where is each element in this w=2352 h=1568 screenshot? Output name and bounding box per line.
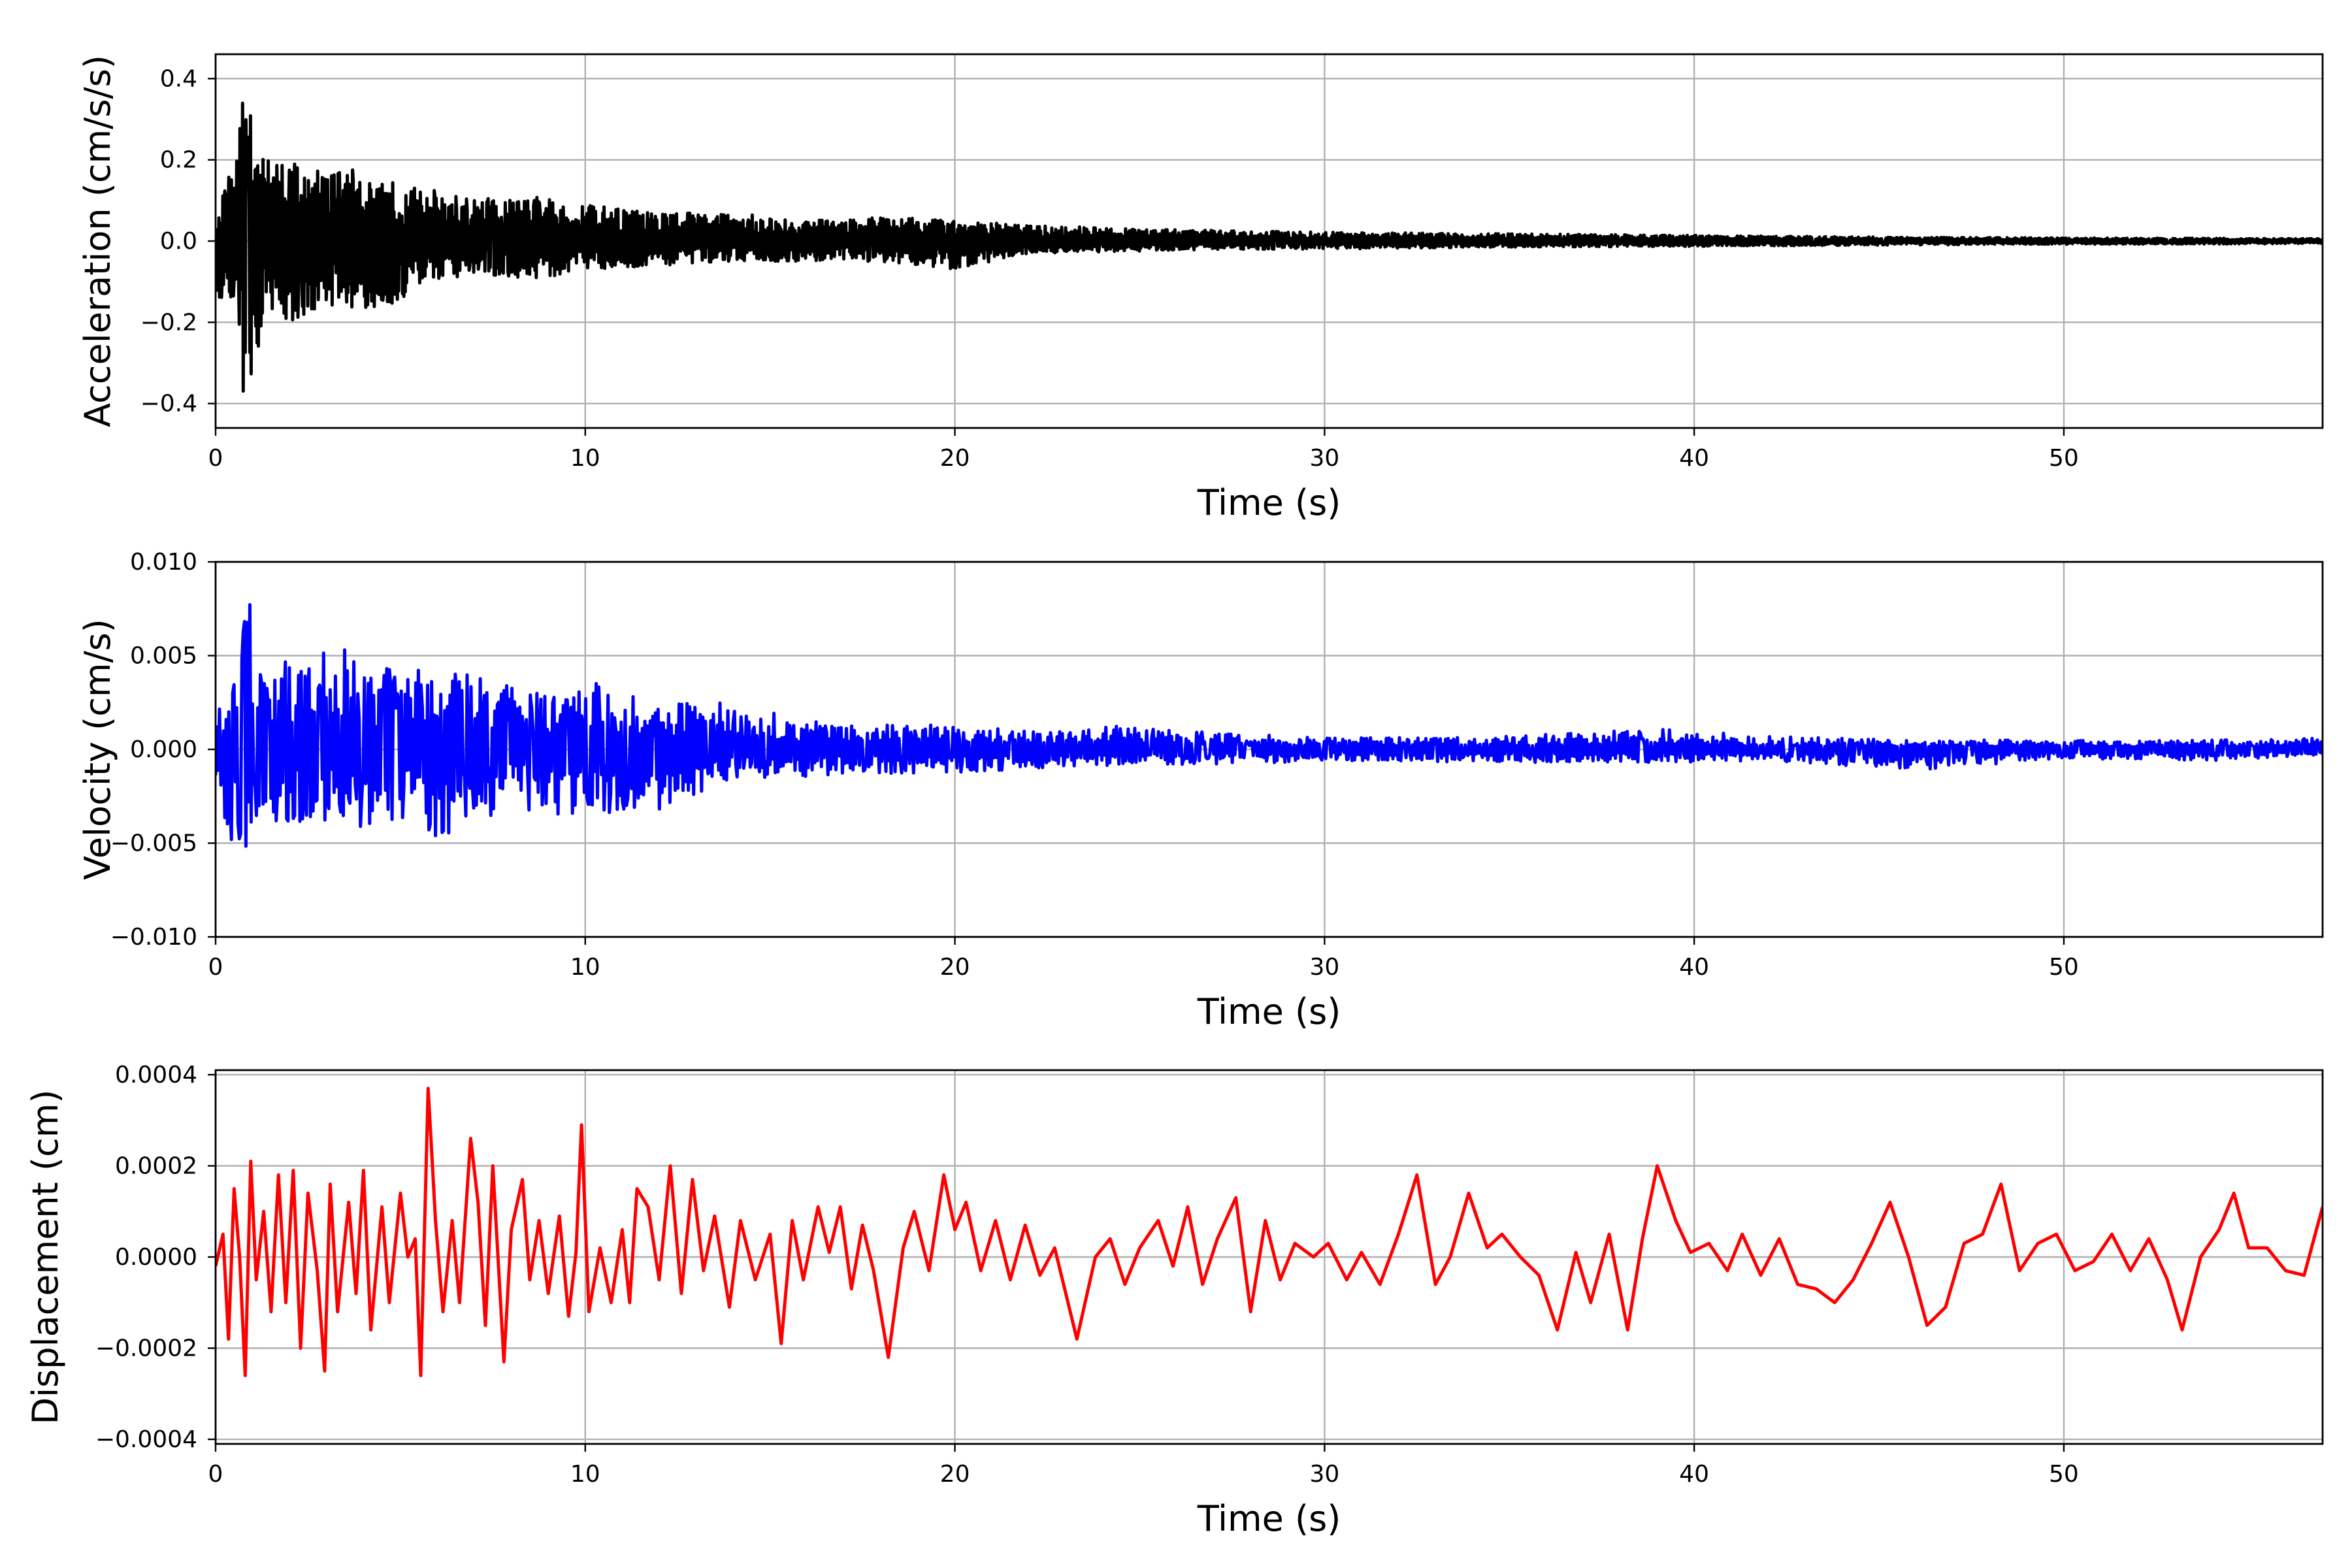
y-tick-label: −0.0004 [95,1426,197,1453]
y-tick-label: −0.010 [110,924,197,951]
series-line-3 [216,1086,2323,1377]
y-tick-label: −0.005 [110,830,197,857]
panel-1: 0 10 20 30 40 50 −0.4 −0.2 0.0 0.2 0.4 Time (s) Acce… [77,53,2324,523]
x-tick-label: 10 [570,1461,600,1488]
y-tick-label: 0.0004 [115,1062,197,1088]
panel-2: 0 10 20 30 40 50 −0.010 −0.005 0.000 0.005 0.010 Ti… [77,549,2324,1032]
y-tick-label: 0.0002 [115,1152,197,1179]
y-axis-label: Displacement (cm) [25,1090,66,1425]
x-axis-label: Time (s) [1197,1498,1341,1539]
x-axis-label: Time (s) [1197,991,1341,1032]
x-tick-label: 50 [2049,954,2079,981]
x-tick-label: 50 [2049,445,2079,472]
y-tick-label: 0.4 [160,65,197,92]
x-tick-label: 50 [2049,1461,2079,1488]
y-tick-label: 0.010 [130,549,197,576]
x-tick-label: 20 [940,445,970,472]
x-tick-label: 30 [1309,445,1339,472]
y-tick-label: −0.0002 [95,1335,197,1362]
x-tick-label: 0 [208,445,223,472]
x-tick-label: 30 [1309,1461,1339,1488]
y-axis-label: Velocity (cm/s) [77,619,118,880]
y-tick-label: 0.005 [130,643,197,670]
y-tick-label: −0.2 [140,309,197,336]
y-tick-label: −0.4 [140,391,197,417]
series-line-1 [216,101,2323,393]
x-axis-label: Time (s) [1197,482,1341,523]
x-tick-label: 40 [1679,445,1709,472]
x-tick-label: 10 [570,445,600,472]
y-axis-label: Acceleration (cm/s/s) [77,55,118,427]
panel-3: 0 10 20 30 40 50 −0.0004 −0.0002 0.0000 0.0002 0.0… [25,1062,2324,1539]
x-tick-label: 0 [208,954,223,981]
x-tick-label: 30 [1309,954,1339,981]
x-tick-label: 0 [208,1461,223,1488]
x-tick-label: 40 [1679,1461,1709,1488]
y-tick-label: 0.2 [160,147,197,174]
y-tick-label: 0.0 [160,228,197,255]
y-tick-label: 0.000 [130,736,197,763]
x-tick-label: 40 [1679,954,1709,981]
x-tick-label: 20 [940,1461,970,1488]
x-tick-label: 10 [570,954,600,981]
x-tick-label: 20 [940,954,970,981]
series-line-2 [216,603,2323,848]
y-tick-label: 0.0000 [115,1244,197,1271]
